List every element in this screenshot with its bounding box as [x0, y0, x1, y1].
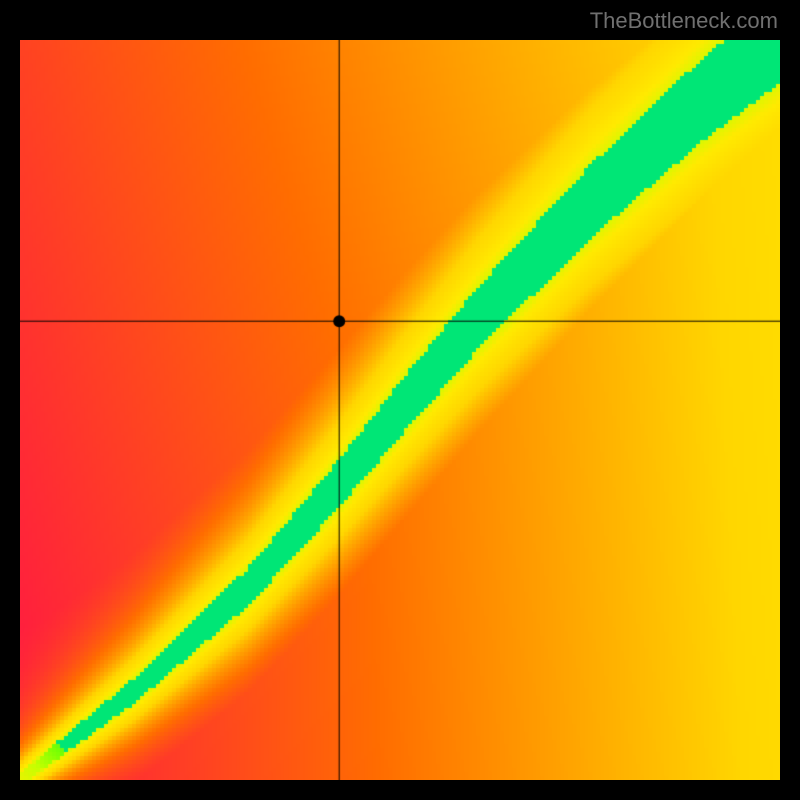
heatmap-chart [20, 40, 780, 780]
heatmap-canvas [20, 40, 780, 780]
watermark-text: TheBottleneck.com [590, 8, 778, 34]
